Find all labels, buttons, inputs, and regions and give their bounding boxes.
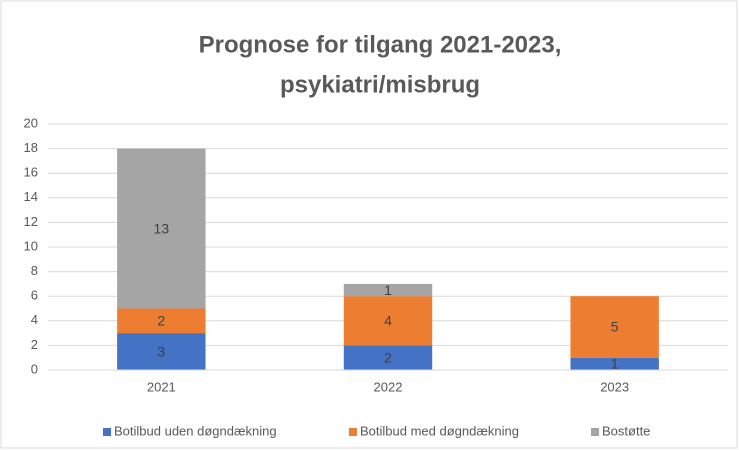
bar-segment [570,296,659,358]
y-tick-label: 10 [24,238,38,253]
data-label: 3 [157,343,165,359]
bar-segment [343,345,433,370]
bar-segment [117,308,206,334]
y-tick-label: 8 [31,263,38,278]
x-tick-label: 2022 [374,379,403,394]
legend-label: Botilbud uden døgndækning [114,423,277,438]
data-label: 2 [384,349,392,365]
legend-label: Botilbud med døgndækning [360,423,519,438]
bar-segment [117,333,206,370]
bar-segment [343,283,433,297]
legend-swatch [349,428,357,436]
data-label: 5 [611,319,619,335]
y-tick-label: 12 [24,214,38,229]
chart-title: Prognose for tilgang 2021-2023, [199,31,562,58]
legend-swatch [591,428,599,436]
y-tick-label: 20 [24,115,38,130]
x-tick-label: 2023 [600,379,629,394]
x-tick-label: 2021 [147,379,176,394]
legend-swatch [103,428,111,436]
data-label: 2 [157,313,165,329]
y-tick-label: 6 [31,288,38,303]
chart-title: psykiatri/misbrug [280,71,480,98]
data-label: 13 [154,220,170,236]
data-label: 1 [384,282,392,298]
legend-label: Bostøtte [602,423,650,438]
y-tick-label: 16 [24,165,38,180]
data-label: 4 [384,313,392,329]
y-tick-label: 4 [31,312,38,327]
y-tick-label: 14 [24,189,38,204]
bar-segment [343,296,433,346]
y-tick-label: 2 [31,337,38,352]
bar-segment [117,148,206,309]
y-tick-label: 0 [31,361,38,376]
data-label: 1 [611,356,619,372]
y-tick-label: 18 [24,140,38,155]
bar-segment [570,357,659,370]
